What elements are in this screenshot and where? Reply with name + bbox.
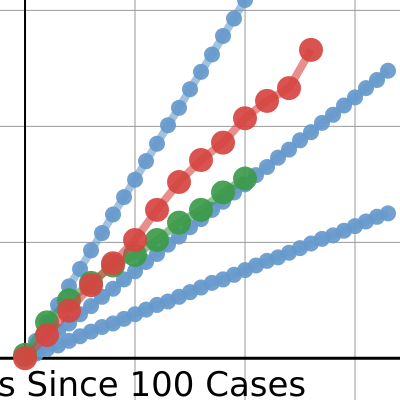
data-point bbox=[336, 97, 353, 114]
x-axis-label: s Since 100 Cases bbox=[0, 365, 306, 400]
data-point bbox=[211, 180, 236, 205]
data-point bbox=[347, 89, 364, 106]
data-point bbox=[145, 228, 170, 252]
data-point bbox=[116, 271, 133, 288]
data-point bbox=[167, 170, 192, 195]
data-point bbox=[226, 10, 243, 27]
data-point bbox=[281, 141, 298, 158]
data-point bbox=[369, 72, 386, 88]
data-point bbox=[255, 88, 280, 113]
data-point bbox=[145, 197, 170, 222]
data-point bbox=[101, 251, 126, 276]
data-point bbox=[116, 189, 133, 206]
data-point bbox=[270, 149, 287, 166]
data-point bbox=[138, 153, 155, 170]
data-point bbox=[292, 132, 309, 149]
data-point bbox=[35, 323, 60, 348]
data-point bbox=[13, 346, 38, 371]
data-point bbox=[105, 280, 122, 297]
data-point bbox=[303, 124, 320, 141]
data-point bbox=[215, 27, 232, 44]
data-point bbox=[127, 171, 144, 188]
data-point bbox=[211, 130, 236, 155]
data-point bbox=[182, 81, 199, 98]
data-point bbox=[314, 114, 331, 131]
data-point bbox=[325, 106, 342, 123]
data-point bbox=[149, 135, 166, 152]
data-point bbox=[83, 242, 100, 259]
data-point bbox=[189, 148, 214, 172]
data-point bbox=[299, 37, 324, 62]
data-point bbox=[380, 205, 397, 222]
data-point bbox=[79, 273, 104, 298]
data-point bbox=[277, 76, 302, 101]
data-point bbox=[72, 260, 89, 277]
data-point bbox=[259, 158, 276, 175]
data-point bbox=[160, 117, 177, 134]
data-point bbox=[127, 263, 144, 280]
data-point bbox=[57, 298, 82, 323]
data-point bbox=[123, 228, 148, 252]
data-point bbox=[193, 63, 210, 80]
data-point bbox=[189, 197, 214, 222]
data-point bbox=[105, 206, 122, 223]
data-point bbox=[380, 62, 397, 79]
data-point bbox=[233, 106, 258, 131]
data-point bbox=[204, 46, 221, 63]
data-point bbox=[94, 225, 111, 242]
data-point bbox=[358, 80, 375, 97]
data-point bbox=[237, 0, 254, 8]
data-point bbox=[167, 210, 192, 235]
data-point bbox=[171, 99, 188, 116]
data-point bbox=[83, 298, 100, 315]
data-point bbox=[233, 166, 258, 191]
